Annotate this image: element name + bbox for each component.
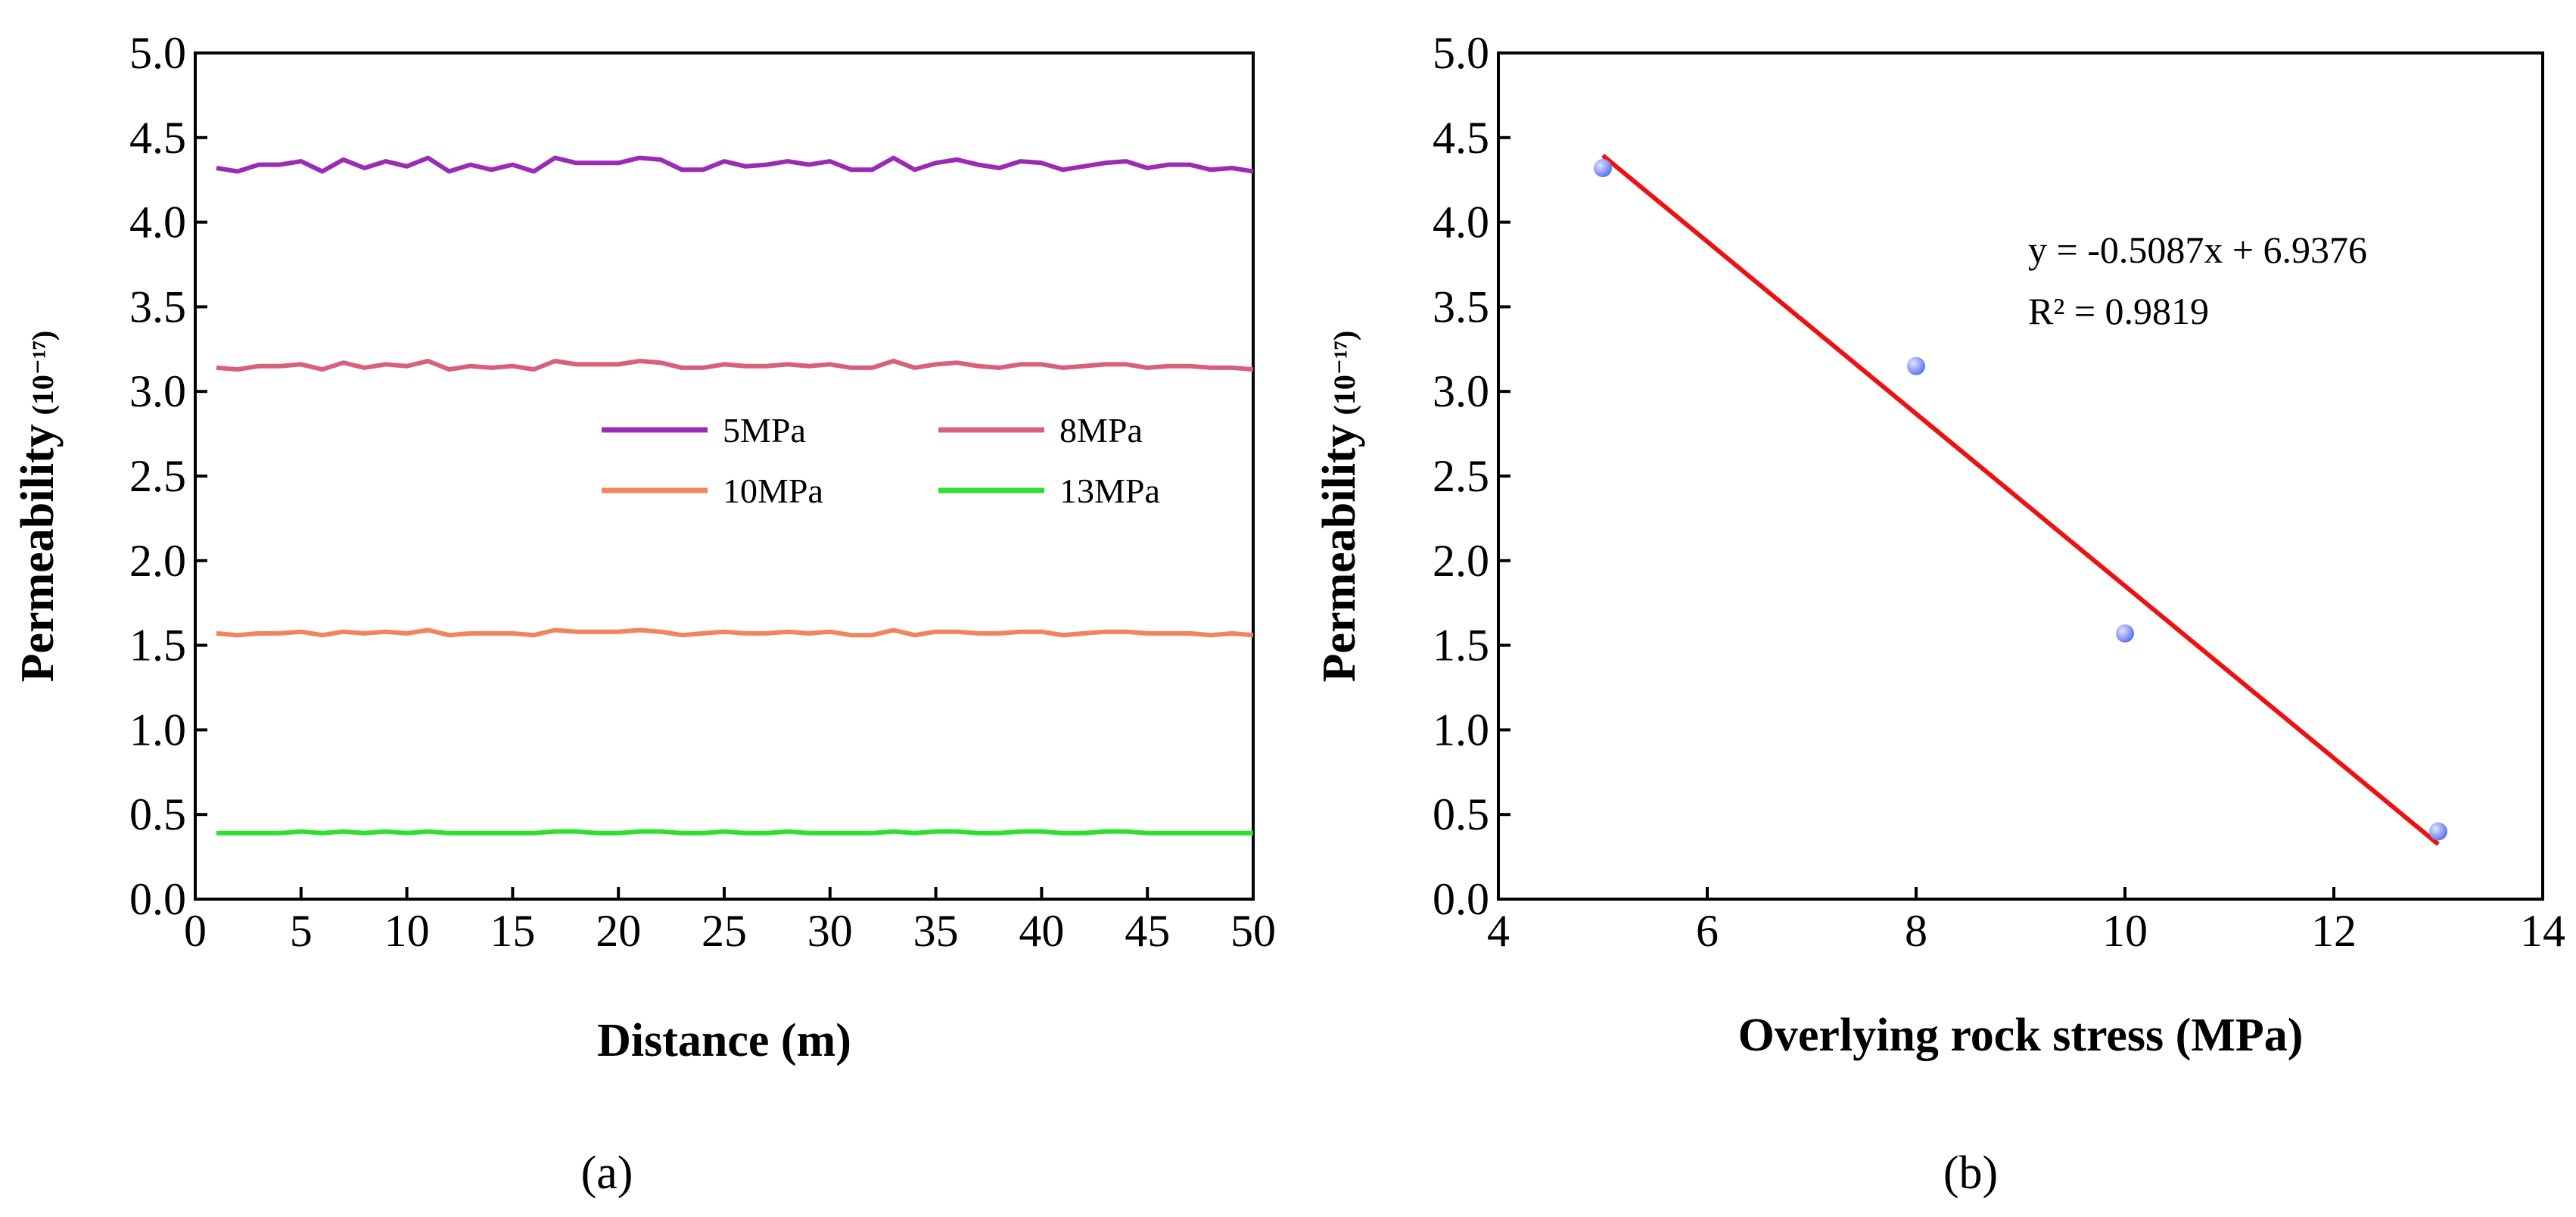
- chart-a-y-tick-label: 3.5: [129, 282, 186, 331]
- svg-text:Permeability(10⁻¹⁷): Permeability (10⁻¹⁷): [1314, 331, 1365, 683]
- chart-a-x-tick-label: 50: [1230, 906, 1276, 956]
- chart-b-y-tick-label: 0.5: [1433, 789, 1489, 839]
- chart-a-series: [216, 155, 1254, 836]
- scatter-point: [2429, 822, 2447, 841]
- series-line-13mpa: [216, 829, 1253, 836]
- chart-a-y-tick-label: 5.0: [129, 28, 186, 78]
- chart-a-y-tick-label: 1.5: [129, 621, 186, 671]
- chart-a-x-tick-label: 5: [290, 906, 313, 956]
- chart-a-x-tick-label: 20: [596, 906, 641, 956]
- chart-a-x-tick-label: 15: [490, 906, 535, 956]
- fit-line: [1601, 154, 2440, 846]
- chart-b-y-tick-label: 2.5: [1433, 451, 1489, 501]
- chart-b-yunit: (10⁻¹⁷): [1327, 331, 1361, 416]
- chart-a-x-tick-label: 35: [913, 906, 959, 956]
- chart-b: 4 6 8 10 12 14 0.0 0.5 1.0 1.5 2.0 2.5 3.0 3.5 4.0 4.5 5…: [1314, 28, 2565, 1199]
- chart-b-xlabel: Overlying rock stress (MPa): [1738, 1010, 2304, 1061]
- chart-b-y-tick-label: 3.5: [1433, 282, 1489, 331]
- series-line-10mpa: [216, 627, 1254, 638]
- chart-a-x-tick-label: 45: [1125, 906, 1170, 956]
- chart-a-x-tick-label: 40: [1019, 906, 1064, 956]
- chart-a-y-tick-label: 0.5: [129, 789, 186, 839]
- chart-a-y-tick-label: 3.0: [129, 366, 186, 416]
- chart-a-ticks: 0 5 10 15 20 25 30 35 40 45 50 0.0 0.5 1.0 1.5 2.0 2.5 3.…: [129, 28, 1276, 956]
- chart-b-x-tick-label: 8: [1905, 906, 1927, 956]
- chart-b-y-tick-label: 3.0: [1433, 366, 1489, 416]
- chart-a: 0 5 10 15 20 25 30 35 40 45 50 0.0 0.5 1.0 1.5 2.0 2.5 3.…: [12, 28, 1276, 1199]
- chart-b-y-tick-label: 1.0: [1433, 705, 1489, 755]
- chart-b-x-tick-label: 4: [1487, 906, 1510, 956]
- chart-a-y-tick-label: 2.5: [129, 451, 186, 501]
- chart-b-frame: [1497, 51, 2544, 901]
- chart-a-x-tick-label: 30: [807, 906, 853, 956]
- chart-b-x-tick-label: 14: [2520, 906, 2565, 956]
- chart-a-y-tick-label: 4.0: [129, 198, 186, 247]
- legend-item-13mpa: 13MPa: [938, 472, 1160, 510]
- series-line-8mpa: [216, 359, 1254, 372]
- svg-text:Permeability(10⁻¹⁷): Permeability (10⁻¹⁷): [12, 331, 64, 683]
- chart-b-y-tick-label: 4.5: [1433, 113, 1489, 163]
- chart-a-x-tick-label: 0: [184, 906, 207, 956]
- panel-label-a: (a): [581, 1147, 633, 1199]
- fit-r-squared: R² = 0.9819: [2028, 290, 2209, 332]
- legend-label-5mpa: 5MPa: [723, 411, 806, 450]
- chart-b-series: [1594, 154, 2447, 846]
- chart-b-y-tick-label: 5.0: [1433, 28, 1489, 78]
- chart-b-x-tick-label: 12: [2311, 906, 2357, 956]
- chart-a-ylabel: Permeability: [12, 424, 64, 682]
- panel-label-b: (b): [1943, 1147, 1998, 1199]
- chart-a-x-tick-label: 25: [702, 906, 747, 956]
- chart-a-yunit: (10⁻¹⁷): [26, 331, 60, 416]
- scatter-point: [1594, 159, 1612, 178]
- chart-b-y-axis-label: Permeability (10⁻¹⁷): [1314, 331, 1365, 683]
- chart-a-xlabel: Distance (m): [597, 1015, 851, 1066]
- chart-b-y-tick-label: 1.5: [1433, 621, 1489, 671]
- chart-a-y-tick-label: 2.0: [129, 536, 186, 586]
- chart-a-y-tick-label: 0.0: [129, 874, 186, 924]
- chart-b-x-tick-label: 6: [1696, 906, 1719, 956]
- fit-equation: y = -0.5087x + 6.9376: [2028, 229, 2367, 271]
- chart-a-y-axis-label: Permeability (10⁻¹⁷): [12, 331, 64, 683]
- chart-a-x-tick-label: 10: [384, 906, 430, 956]
- legend-label-10mpa: 10MPa: [723, 472, 823, 510]
- chart-a-y-tick-label: 4.5: [129, 113, 186, 163]
- chart-b-y-tick-label: 0.0: [1433, 874, 1489, 924]
- chart-a-legend: 5MPa 8MPa 10MPa 13MPa: [602, 411, 1160, 510]
- chart-b-ticks: 4 6 8 10 12 14 0.0 0.5 1.0 1.5 2.0 2.5 3.0 3.5 4.0 4.5 5…: [1433, 28, 2565, 956]
- legend-label-13mpa: 13MPa: [1059, 472, 1160, 510]
- legend-item-8mpa: 8MPa: [938, 411, 1143, 450]
- series-line-5mpa: [216, 155, 1254, 174]
- legend-label-8mpa: 8MPa: [1059, 411, 1143, 450]
- chart-b-y-tick-label: 4.0: [1433, 198, 1489, 247]
- chart-b-x-tick-label: 10: [2102, 906, 2148, 956]
- chart-b-ylabel: Permeability: [1314, 424, 1365, 682]
- scatter-point: [2116, 624, 2134, 643]
- chart-a-y-tick-label: 1.0: [129, 705, 186, 755]
- legend-item-10mpa: 10MPa: [602, 472, 823, 510]
- legend-item-5mpa: 5MPa: [602, 411, 806, 450]
- scatter-point: [1907, 356, 1925, 375]
- chart-b-y-tick-label: 2.0: [1433, 536, 1489, 586]
